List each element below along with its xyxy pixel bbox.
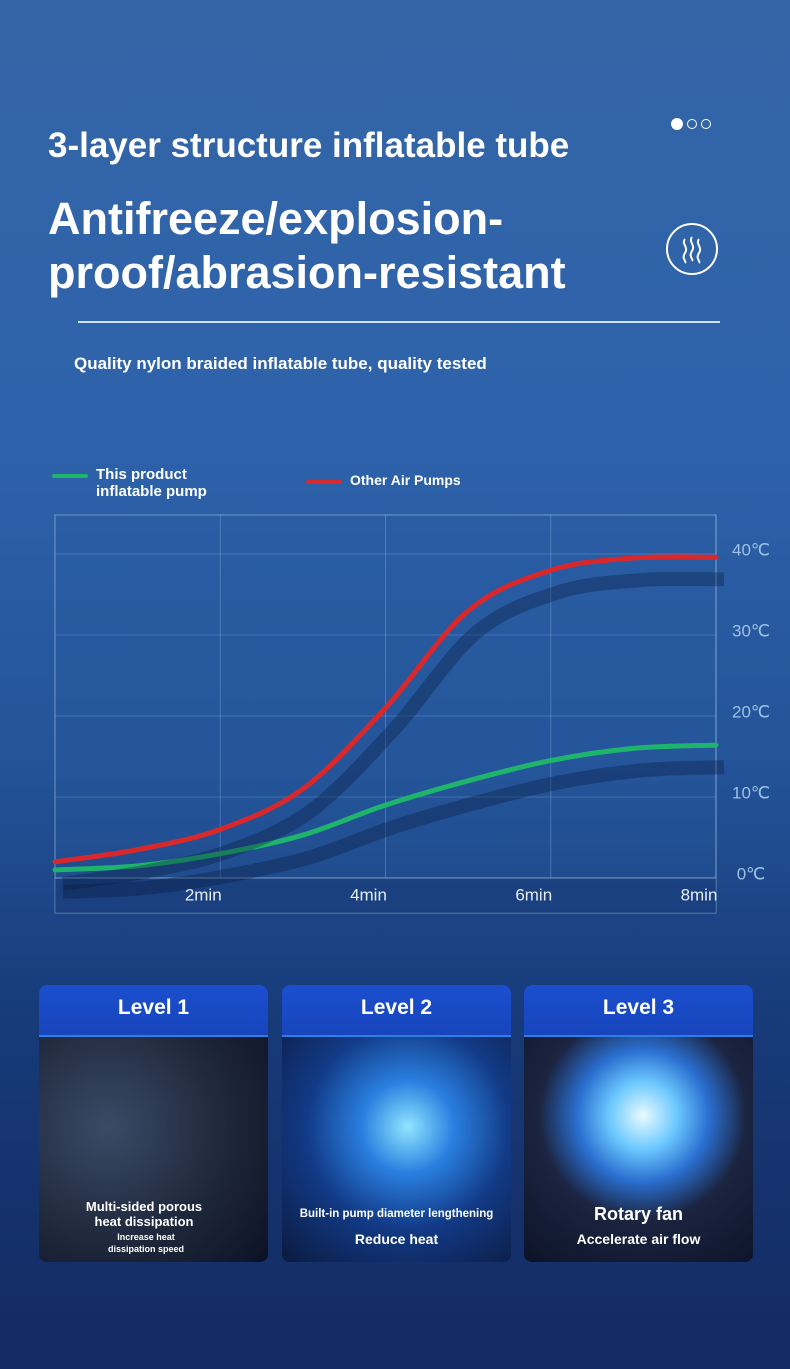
x-tick-label: 4min <box>350 885 387 904</box>
legend-item: Other Air Pumps <box>306 472 461 488</box>
card-note: Accelerate air flow <box>576 1231 701 1247</box>
legend-label: This product inflatable pump <box>96 466 207 500</box>
subtitle: Quality nylon braided inflatable tube, q… <box>74 354 487 373</box>
card-note: Increase heat dissipation speed <box>107 1232 185 1254</box>
title: 3-layer structure inflatable tube <box>48 126 570 165</box>
pager <box>671 118 711 130</box>
card-caption: Multi-sided porous heat dissipation <box>85 1199 203 1229</box>
shadow-line <box>61 571 725 891</box>
card-title: Level 2 <box>282 985 511 1037</box>
x-tick-label: 6min <box>515 885 552 904</box>
heat-icon <box>666 223 718 275</box>
x-tick-label: 2min <box>185 885 222 904</box>
y-tick-label: 40℃ <box>732 540 770 559</box>
y-tick-label: 0℃ <box>737 864 766 883</box>
legend-item: This product inflatable pump <box>52 466 252 500</box>
card-image <box>39 1037 268 1262</box>
level-card: Level 3 Rotary fan Accelerate air flow <box>524 985 753 1262</box>
card-caption: Rotary fan <box>593 1204 683 1224</box>
level-card: Level 1 Multi-sided porous heat dissipati… <box>39 985 268 1262</box>
series-line <box>52 554 719 865</box>
legend-label: Other Air Pumps <box>350 472 461 488</box>
card-note: Reduce heat <box>354 1231 439 1247</box>
card-caption: Built-in pump diameter lengthening <box>299 1208 494 1220</box>
x-axis-band <box>55 878 716 913</box>
level-card: Level 2 Built-in pump diameter lengthenin… <box>282 985 511 1262</box>
y-tick-label: 30℃ <box>732 621 770 640</box>
series-line <box>52 742 719 873</box>
chart: 0℃ 10℃ 20℃ 30℃ 40℃ 2min 4min 6min 8min <box>52 514 770 914</box>
card-title: Level 1 <box>39 985 268 1037</box>
y-tick-label: 10℃ <box>732 783 770 802</box>
y-tick-label: 20℃ <box>732 702 770 721</box>
divider <box>78 321 720 323</box>
card-image <box>524 1037 753 1262</box>
card-image <box>282 1037 511 1262</box>
shadow-line <box>62 760 725 899</box>
card-title: Level 3 <box>524 985 753 1037</box>
headline: Antifreeze/explosion-proof/abrasion-resi… <box>48 193 566 298</box>
x-tick-label: 8min <box>681 885 718 904</box>
